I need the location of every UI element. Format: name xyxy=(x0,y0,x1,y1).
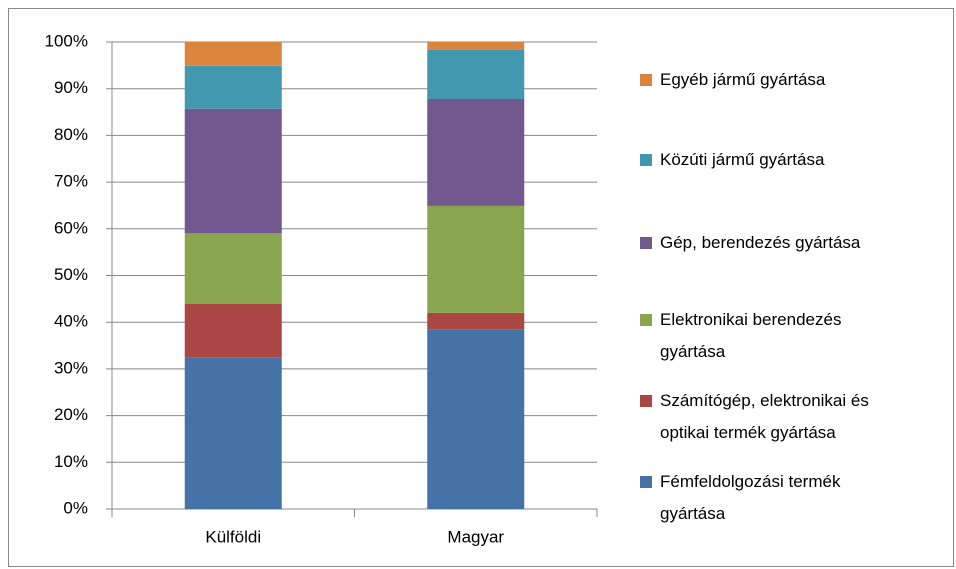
bar-segment xyxy=(427,205,525,313)
legend-label: Egyéb jármű gyártása xyxy=(660,70,826,89)
legend-item: Közúti jármű gyártása xyxy=(640,144,940,176)
y-tick-label: 30% xyxy=(54,358,88,377)
bar-segment xyxy=(427,49,525,99)
legend-item: Elektronikai berendezés gyártása xyxy=(640,304,940,368)
bar-segment xyxy=(184,42,282,66)
legend-swatch xyxy=(640,154,652,166)
legend-swatch xyxy=(640,314,652,326)
bar-segment xyxy=(184,65,282,109)
bar-segment xyxy=(184,303,282,358)
y-tick-label: 50% xyxy=(54,265,88,284)
bar-segment xyxy=(184,357,282,509)
legend-swatch xyxy=(640,237,652,249)
legend-label: Gép, berendezés gyártása xyxy=(660,233,861,252)
legend-swatch xyxy=(640,74,652,86)
y-tick-label: 100% xyxy=(45,31,88,50)
y-tick-label: 80% xyxy=(54,125,88,144)
legend-item: Számítógép, elektronikai és optikai term… xyxy=(640,385,940,449)
legend-swatch xyxy=(640,476,652,488)
y-tick-label: 70% xyxy=(54,172,88,191)
legend-label: Közúti jármű gyártása xyxy=(660,150,825,169)
chart-border xyxy=(8,8,954,567)
legend-item: Gép, berendezés gyártása xyxy=(640,227,940,259)
legend-item: Egyéb jármű gyártása xyxy=(640,64,940,96)
legend-swatch xyxy=(640,395,652,407)
bar-segment xyxy=(184,233,282,304)
bar-segment xyxy=(427,329,525,509)
x-tick-label: Magyar xyxy=(447,527,504,546)
y-tick-label: 40% xyxy=(54,312,88,331)
bar-segment xyxy=(427,42,525,50)
bar-segment xyxy=(427,312,525,330)
bar-segment xyxy=(427,98,525,206)
y-tick-label: 0% xyxy=(63,498,88,517)
x-tick-label: Külföldi xyxy=(205,527,261,546)
legend-label: Számítógép, elektronikai és optikai term… xyxy=(660,391,869,442)
legend-label: Fémfeldolgozási termék gyártása xyxy=(660,472,841,523)
y-tick-label: 20% xyxy=(54,405,88,424)
y-tick-label: 90% xyxy=(54,78,88,97)
legend-item: Fémfeldolgozási termék gyártása xyxy=(640,466,940,530)
y-tick-label: 10% xyxy=(54,452,88,471)
y-tick-label: 60% xyxy=(54,218,88,237)
legend-label: Elektronikai berendezés gyártása xyxy=(660,310,842,361)
bar-segment xyxy=(184,108,282,234)
